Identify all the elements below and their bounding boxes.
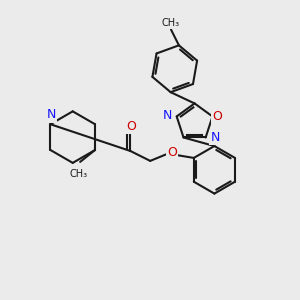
Text: O: O xyxy=(167,146,177,160)
Text: O: O xyxy=(127,120,136,133)
Text: CH₃: CH₃ xyxy=(162,18,180,28)
Text: CH₃: CH₃ xyxy=(69,169,87,179)
Text: N: N xyxy=(162,109,172,122)
Text: O: O xyxy=(212,110,222,123)
Text: N: N xyxy=(211,131,220,144)
Text: N: N xyxy=(47,108,56,121)
